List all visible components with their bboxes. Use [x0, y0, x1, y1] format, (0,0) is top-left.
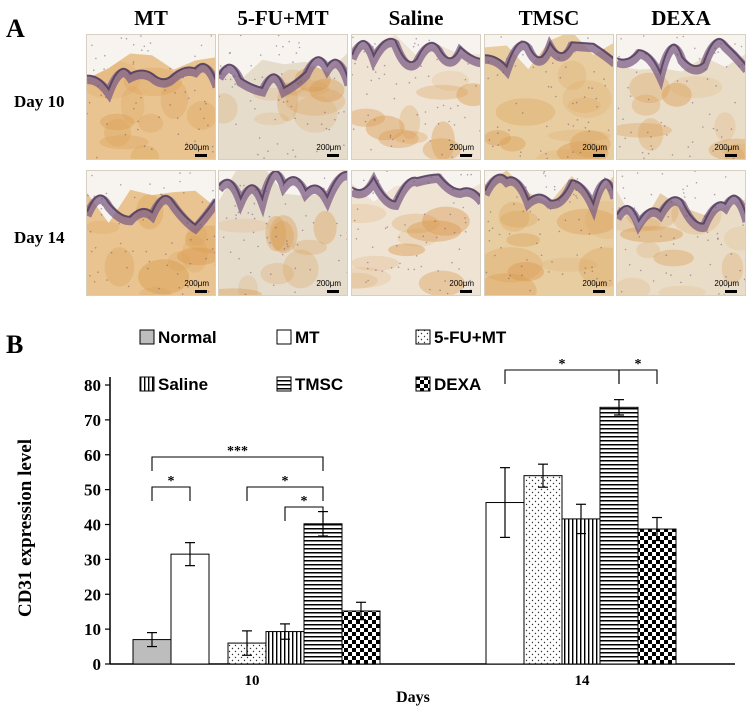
column-label-dexa: DEXA	[651, 6, 711, 30]
scale-bar	[460, 290, 472, 293]
scale-bar	[195, 154, 207, 157]
significance-bracket	[151, 486, 191, 501]
histology-image: 200μm	[616, 170, 746, 296]
x-tick-label: 10	[245, 673, 260, 689]
legend-label: MT	[295, 328, 320, 347]
column-label-mt: MT	[134, 6, 168, 30]
y-tick-label: 60	[84, 446, 101, 465]
significance-bracket	[618, 369, 658, 384]
bar-chart: Normal MT 5-FU+MT Saline TMSC DEXA 0 10 20 30 40 5…	[15, 328, 735, 706]
y-tick-label: 0	[93, 655, 102, 674]
legend-swatch	[276, 376, 292, 392]
legend-swatch	[276, 329, 292, 345]
chart-legend: Normal MT 5-FU+MT Saline TMSC DEXA	[139, 328, 507, 394]
significance-marker: *	[559, 357, 566, 372]
scale-bar-label: 200μm	[714, 143, 739, 152]
scale-bar	[327, 290, 339, 293]
legend-label: DEXA	[434, 375, 481, 394]
significance-bracket	[284, 506, 324, 521]
histology-image: 200μm	[484, 170, 614, 296]
legend-swatch	[139, 376, 155, 392]
scale-bar-label: 200μm	[184, 143, 209, 152]
legend-swatch	[415, 329, 431, 345]
x-tick-label: 14	[575, 673, 591, 689]
histology-image: 200μm	[484, 34, 614, 160]
scale-bar-label: 200μm	[582, 279, 607, 288]
y-tick-label: 40	[84, 516, 101, 535]
significance-marker: ***	[227, 444, 248, 459]
y-tick-label: 70	[84, 411, 101, 430]
y-tick-label: 20	[84, 585, 101, 604]
histology-image: 200μm	[218, 34, 348, 160]
scale-bar	[593, 290, 605, 293]
significance-marker: *	[282, 474, 289, 489]
bar-tmsc	[599, 406, 639, 665]
significance-bracket	[504, 369, 620, 384]
column-label-tmsc: TMSC	[518, 6, 580, 30]
significance-marker: *	[635, 357, 642, 372]
legend-label: TMSC	[295, 375, 343, 394]
significance-bracket	[246, 486, 324, 501]
x-axis-label: Days	[396, 689, 430, 706]
histology-image: 200μm	[351, 34, 481, 160]
legend-label: 5-FU+MT	[434, 328, 507, 347]
column-label-5fu-mt: 5-FU+MT	[237, 6, 329, 30]
scale-bar	[593, 154, 605, 157]
legend-label: Saline	[158, 375, 208, 394]
y-tick-label: 50	[84, 481, 101, 500]
scale-bar	[195, 290, 207, 293]
significance-bracket	[151, 456, 324, 471]
scale-bar	[460, 154, 472, 157]
histology-image: 200μm	[616, 34, 746, 160]
row-label-day10: Day 10	[14, 92, 65, 111]
scale-bar-label: 200μm	[582, 143, 607, 152]
scale-bar-label: 200μm	[449, 279, 474, 288]
legend-swatch	[139, 329, 155, 345]
significance-marker: *	[168, 474, 175, 489]
scale-bar	[725, 290, 737, 293]
significance-marker: *	[301, 494, 308, 509]
y-tick-label: 30	[84, 550, 101, 569]
bar-5-fu-mt	[523, 475, 563, 665]
panel-a-letter: A	[6, 14, 25, 43]
legend-label: Normal	[158, 328, 217, 347]
histology-image: 200μm	[86, 34, 216, 160]
bar-dexa	[637, 528, 677, 665]
y-tick-label: 10	[84, 620, 101, 639]
histology-image: 200μm	[218, 170, 348, 296]
histology-image: 200μm	[86, 170, 216, 296]
bar-normal	[132, 639, 172, 665]
scale-bar-label: 200μm	[714, 279, 739, 288]
bar-tmsc	[303, 523, 343, 665]
y-axis-label: CD31 expression level	[15, 439, 36, 617]
legend-swatch	[415, 376, 431, 392]
histology-image: 200μm	[351, 170, 481, 296]
row-label-day14: Day 14	[14, 228, 65, 247]
scale-bar-label: 200μm	[316, 143, 341, 152]
scale-bar	[725, 154, 737, 157]
scale-bar-label: 200μm	[184, 279, 209, 288]
scale-bar-label: 200μm	[449, 143, 474, 152]
scale-bar	[327, 154, 339, 157]
panel-b-letter: B	[6, 330, 24, 359]
y-tick-label: 80	[84, 376, 101, 395]
bar-mt	[170, 553, 210, 665]
column-label-saline: Saline	[388, 6, 444, 30]
bar-saline	[561, 518, 601, 665]
scale-bar-label: 200μm	[316, 279, 341, 288]
